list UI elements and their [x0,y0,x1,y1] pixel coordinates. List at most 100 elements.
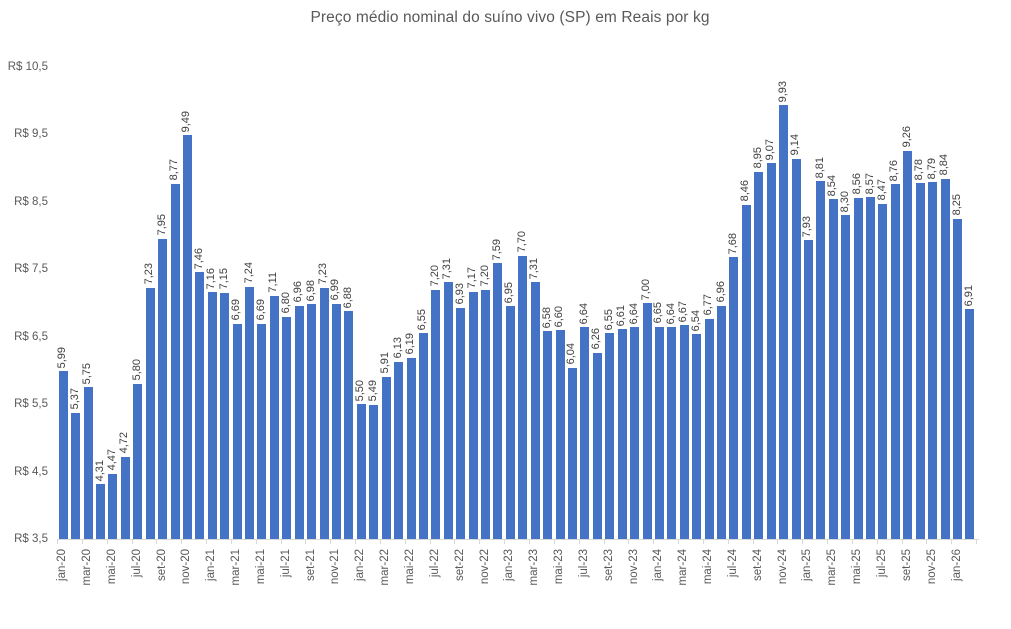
x-axis-tick [81,540,83,544]
x-axis-label: jan-20 [56,549,69,581]
bar-value-label: 8,78 [913,158,926,180]
x-axis-label: set-20 [155,549,168,581]
bar-value-label: 9,07 [764,138,777,161]
bar [866,197,875,539]
x-axis-tick [57,540,58,544]
y-axis-label: R$ 6,5 [14,331,48,343]
bar [133,383,143,539]
bar [965,309,975,539]
x-axis-label: set-24 [751,549,764,581]
bar-value-label: 7,93 [801,215,814,238]
x-axis-tick [901,540,903,544]
x-axis-label: mai-24 [702,549,715,585]
y-axis-label: R$ 10,5 [7,61,48,73]
bar-value-label: 8,46 [739,180,752,202]
x-axis-label: jul-23 [577,549,590,578]
x-axis-tick [752,540,754,544]
bar [890,184,900,539]
x-axis-label: set-22 [453,549,466,581]
x-axis-tick [429,540,431,544]
x-axis-tick [106,540,108,544]
x-axis-label: jul-22 [428,549,441,578]
bar [207,292,217,539]
bar-value-label: 7,20 [428,265,441,287]
bar [71,412,81,539]
bar-value-label: 4,72 [118,432,131,454]
bar-value-label: 8,81 [813,156,826,178]
bar [468,291,478,539]
bar [220,292,230,539]
x-axis-tick [156,540,158,544]
x-axis-tick [876,540,878,544]
bar-value-label: 9,26 [900,126,913,148]
bar-value-label: 4,47 [105,449,118,471]
x-axis-tick [206,540,207,544]
bar [481,289,490,539]
x-axis-tick [504,540,506,544]
x-axis-tick [553,540,555,544]
bar [903,150,913,539]
bar-value-label: 6,64 [577,302,590,325]
y-axis-label: R$ 8,5 [14,196,48,208]
bar [257,323,267,539]
bar [269,295,279,539]
bar-value-label: 7,15 [217,268,230,290]
bar-value-label: 6,26 [590,328,603,350]
bar-value-label: 8,30 [838,190,851,213]
bar [431,289,441,539]
bar-value-label: 8,25 [950,194,963,216]
bar [803,240,813,539]
bar [96,484,105,539]
bar-value-label: 6,64 [664,302,677,325]
x-axis-label: jan-25 [801,549,814,581]
bar [282,316,292,539]
bar [791,158,801,539]
x-axis-tick [802,540,804,544]
bar [940,178,950,539]
bar-value-label: 6,55 [416,308,429,331]
x-axis-tick [479,540,481,544]
bar [754,171,764,539]
x-axis-label: mar-21 [230,549,243,586]
bar-value-label: 6,54 [689,309,702,331]
x-axis-label: jul-21 [279,549,292,578]
x-axis-tick [131,540,133,544]
bar-value-label: 7,00 [640,278,652,300]
bar-value-label: 6,80 [279,292,292,314]
x-axis-tick [926,540,928,544]
bar-value-label: 6,96 [714,281,727,303]
bar-value-label: 9,14 [789,134,801,156]
bar-value-label: 6,61 [615,304,628,327]
bar-value-label: 6,95 [503,281,516,304]
bar [369,404,379,539]
x-axis-label: nov-25 [925,549,938,585]
x-axis-label: jan-21 [205,549,218,581]
bar-value-label: 6,55 [602,308,615,331]
bar [456,307,466,539]
bar-value-label: 7,17 [466,267,479,289]
bar [853,197,863,539]
bar [170,183,180,539]
x-axis-tick [678,540,679,544]
bar [319,287,329,539]
bar [717,305,726,539]
x-axis-tick [305,540,307,544]
bar [816,181,826,539]
x-axis-tick [951,540,953,544]
bar [331,303,341,539]
bar [704,318,714,539]
bar [617,329,627,539]
bar-value-label: 6,67 [677,300,690,323]
chart-title: Preço médio nominal do suíno vivo (SP) e… [310,9,710,26]
x-axis-tick [702,540,704,544]
bar [692,334,702,539]
bar [381,376,391,539]
bar-value-label: 7,23 [143,263,156,285]
bar-value-label: 9,49 [180,110,193,133]
x-axis-label: mar-20 [81,549,93,586]
bar [679,325,689,539]
bar [58,371,68,539]
bar [555,330,565,539]
bar [394,361,403,539]
bar [158,238,168,539]
